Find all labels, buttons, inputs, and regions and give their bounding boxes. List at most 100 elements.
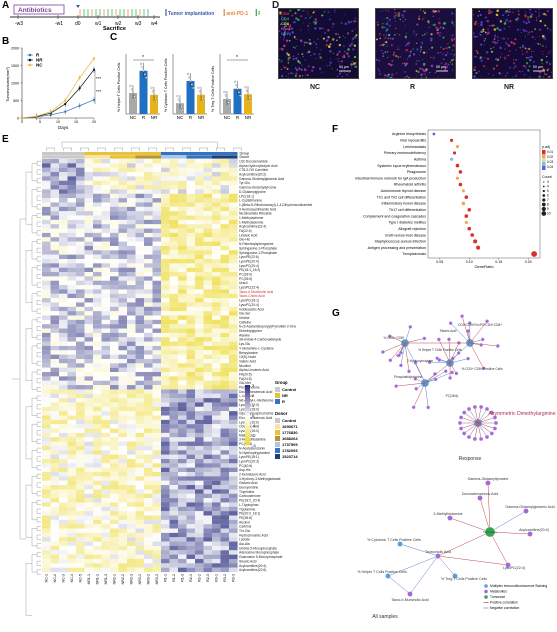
heatmap-cell xyxy=(170,237,179,241)
if-cell xyxy=(381,26,383,28)
heatmap-cell xyxy=(221,394,230,398)
heatmap-cell xyxy=(136,337,145,341)
heatmap-cell xyxy=(170,494,179,498)
if-cell xyxy=(448,64,450,66)
heatmap-cell xyxy=(178,163,187,167)
heatmap-cell xyxy=(110,489,119,493)
if-cell xyxy=(535,11,537,13)
heatmap-cell xyxy=(187,429,196,433)
heatmap-cell xyxy=(187,294,196,298)
heatmap-cell xyxy=(42,172,51,176)
heatmap-cell xyxy=(212,515,221,519)
heatmap-cell xyxy=(68,359,77,363)
heatmap-cell xyxy=(195,459,204,463)
if-cell xyxy=(514,65,517,68)
heatmap-cell xyxy=(136,485,145,489)
f-xtick-label: 0.10 xyxy=(466,260,473,264)
heatmap-cell xyxy=(221,415,230,419)
if-cell xyxy=(507,21,509,23)
heatmap-cell xyxy=(85,568,94,572)
heatmap-cell xyxy=(85,263,94,267)
heatmap-cell xyxy=(76,520,85,524)
heatmap-cell xyxy=(93,442,102,446)
if-cell xyxy=(528,57,531,60)
heatmap-cell xyxy=(153,433,162,437)
heatmap-cell xyxy=(102,481,111,485)
heatmap-cell xyxy=(85,446,94,450)
heatmap-cell xyxy=(170,229,179,233)
heatmap-cell xyxy=(102,337,111,341)
if-cell xyxy=(490,48,492,50)
heatmap-cell xyxy=(161,316,170,320)
pathway-label: Autoimmune thyroid disease xyxy=(381,189,426,193)
heatmap-cell xyxy=(229,285,238,289)
heatmap-cell xyxy=(76,442,85,446)
if-cell xyxy=(550,51,551,52)
heatmap-cell xyxy=(110,515,119,519)
heatmap-cell xyxy=(85,276,94,280)
donor-legend-swatch xyxy=(275,430,280,435)
if-cell xyxy=(380,44,382,46)
if-cell xyxy=(400,19,401,20)
heatmap-cell xyxy=(187,407,196,411)
heatmap-cell xyxy=(153,276,162,280)
heatmap-cell xyxy=(76,320,85,324)
heatmap-cell xyxy=(212,311,221,315)
heatmap-cell xyxy=(229,433,238,437)
heatmap-cell xyxy=(161,507,170,511)
heatmap-cell xyxy=(204,294,213,298)
if-cell xyxy=(505,42,507,44)
timeline-tick-label: -w1 xyxy=(55,21,63,27)
heatmap-cell xyxy=(76,224,85,228)
heatmap-cell xyxy=(51,363,60,367)
heatmap-cell xyxy=(102,420,111,424)
heatmap-cell xyxy=(59,298,68,302)
heatmap-cell xyxy=(42,550,51,554)
heatmap-cell xyxy=(144,520,153,524)
response-label: Response xyxy=(459,456,482,462)
heatmap-cell xyxy=(102,289,111,293)
if-cell xyxy=(336,69,338,71)
heatmap-cell xyxy=(42,202,51,206)
heatmap-cell xyxy=(187,216,196,220)
heatmap-cell xyxy=(195,324,204,328)
if-cell xyxy=(406,76,407,77)
heatmap-cell xyxy=(85,381,94,385)
heatmap-cell xyxy=(170,276,179,280)
heatmap-cell xyxy=(127,563,136,567)
heatmap-cell xyxy=(161,342,170,346)
if-cell xyxy=(327,11,329,13)
f-count-title: Count xyxy=(542,175,552,179)
heatmap-cell xyxy=(221,385,230,389)
heatmap-cell xyxy=(85,437,94,441)
heatmap-cell xyxy=(110,563,119,567)
heatmap-cell xyxy=(51,294,60,298)
network-node-label: Taurocholic Acid xyxy=(425,550,451,554)
heatmap-cell xyxy=(195,294,204,298)
network-node-label: % Helper T Cells Positive Cells xyxy=(357,570,407,574)
heatmap-cell xyxy=(204,494,213,498)
heatmap-cell xyxy=(204,433,213,437)
heatmap-cell xyxy=(187,316,196,320)
heatmap-cell xyxy=(229,529,238,533)
heatmap-cell xyxy=(136,368,145,372)
heatmap-cell xyxy=(195,381,204,385)
if-cell xyxy=(279,48,280,49)
heatmap-cell xyxy=(170,307,179,311)
heatmap-cell xyxy=(136,398,145,402)
if-cell xyxy=(398,14,401,17)
heatmap-cell xyxy=(204,502,213,506)
heatmap-cell xyxy=(178,485,187,489)
heatmap-cell xyxy=(59,376,68,380)
dendro-branch xyxy=(37,213,41,217)
heatmap-cell xyxy=(85,394,94,398)
heatmap-cell xyxy=(68,198,77,202)
heatmap-cell xyxy=(178,546,187,550)
heatmap-cell xyxy=(229,468,238,472)
heatmap-cell xyxy=(204,550,213,554)
heatmap-cell xyxy=(212,498,221,502)
sample-label: NC-3 xyxy=(62,574,66,582)
panel-g: G CD3+CD4+FoxP3+CD4+CD8+Stearic Acid% CD… xyxy=(330,308,557,627)
heatmap-cell xyxy=(51,394,60,398)
if-cell xyxy=(446,65,448,67)
